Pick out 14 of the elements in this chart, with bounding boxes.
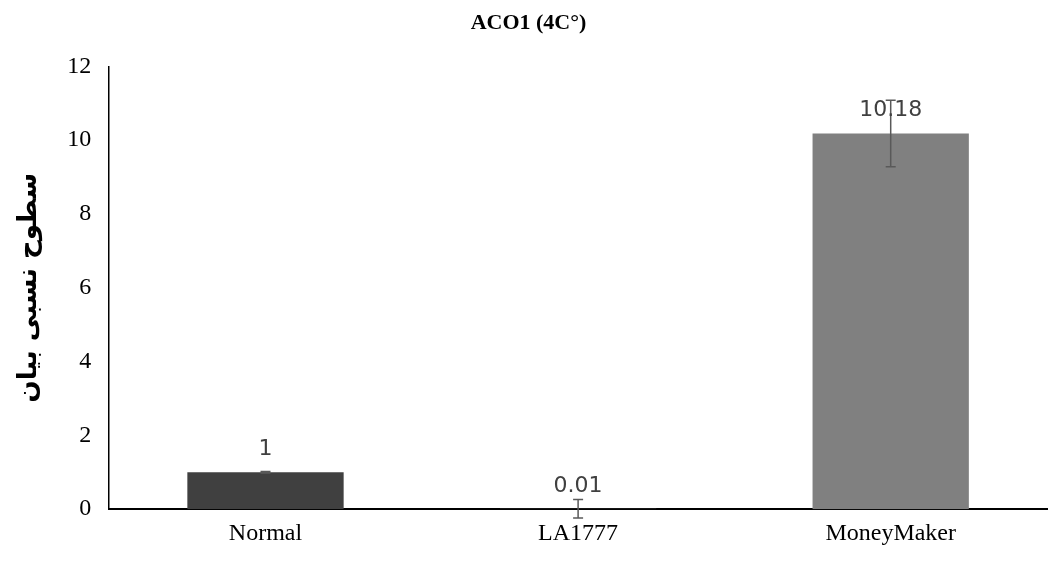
x-tick-label: Normal — [228, 518, 303, 545]
y-axis-title: سطوح نسبی بیان — [12, 173, 44, 403]
data-label: 0.01 — [553, 471, 603, 497]
chart-title: ACO1 (4C°) — [470, 8, 587, 34]
data-label: 1 — [258, 435, 273, 461]
y-tick-label: 6 — [79, 273, 92, 300]
y-tick-label: 8 — [79, 199, 92, 226]
x-tick-label: MoneyMaker — [825, 518, 957, 545]
y-tick-label: 12 — [67, 51, 92, 78]
y-tick-label: 10 — [67, 125, 92, 152]
y-tick-label: 4 — [79, 346, 92, 373]
x-tick-label: LA1777 — [538, 518, 619, 545]
y-tick-label: 0 — [79, 494, 92, 521]
y-tick-label: 2 — [79, 420, 92, 447]
